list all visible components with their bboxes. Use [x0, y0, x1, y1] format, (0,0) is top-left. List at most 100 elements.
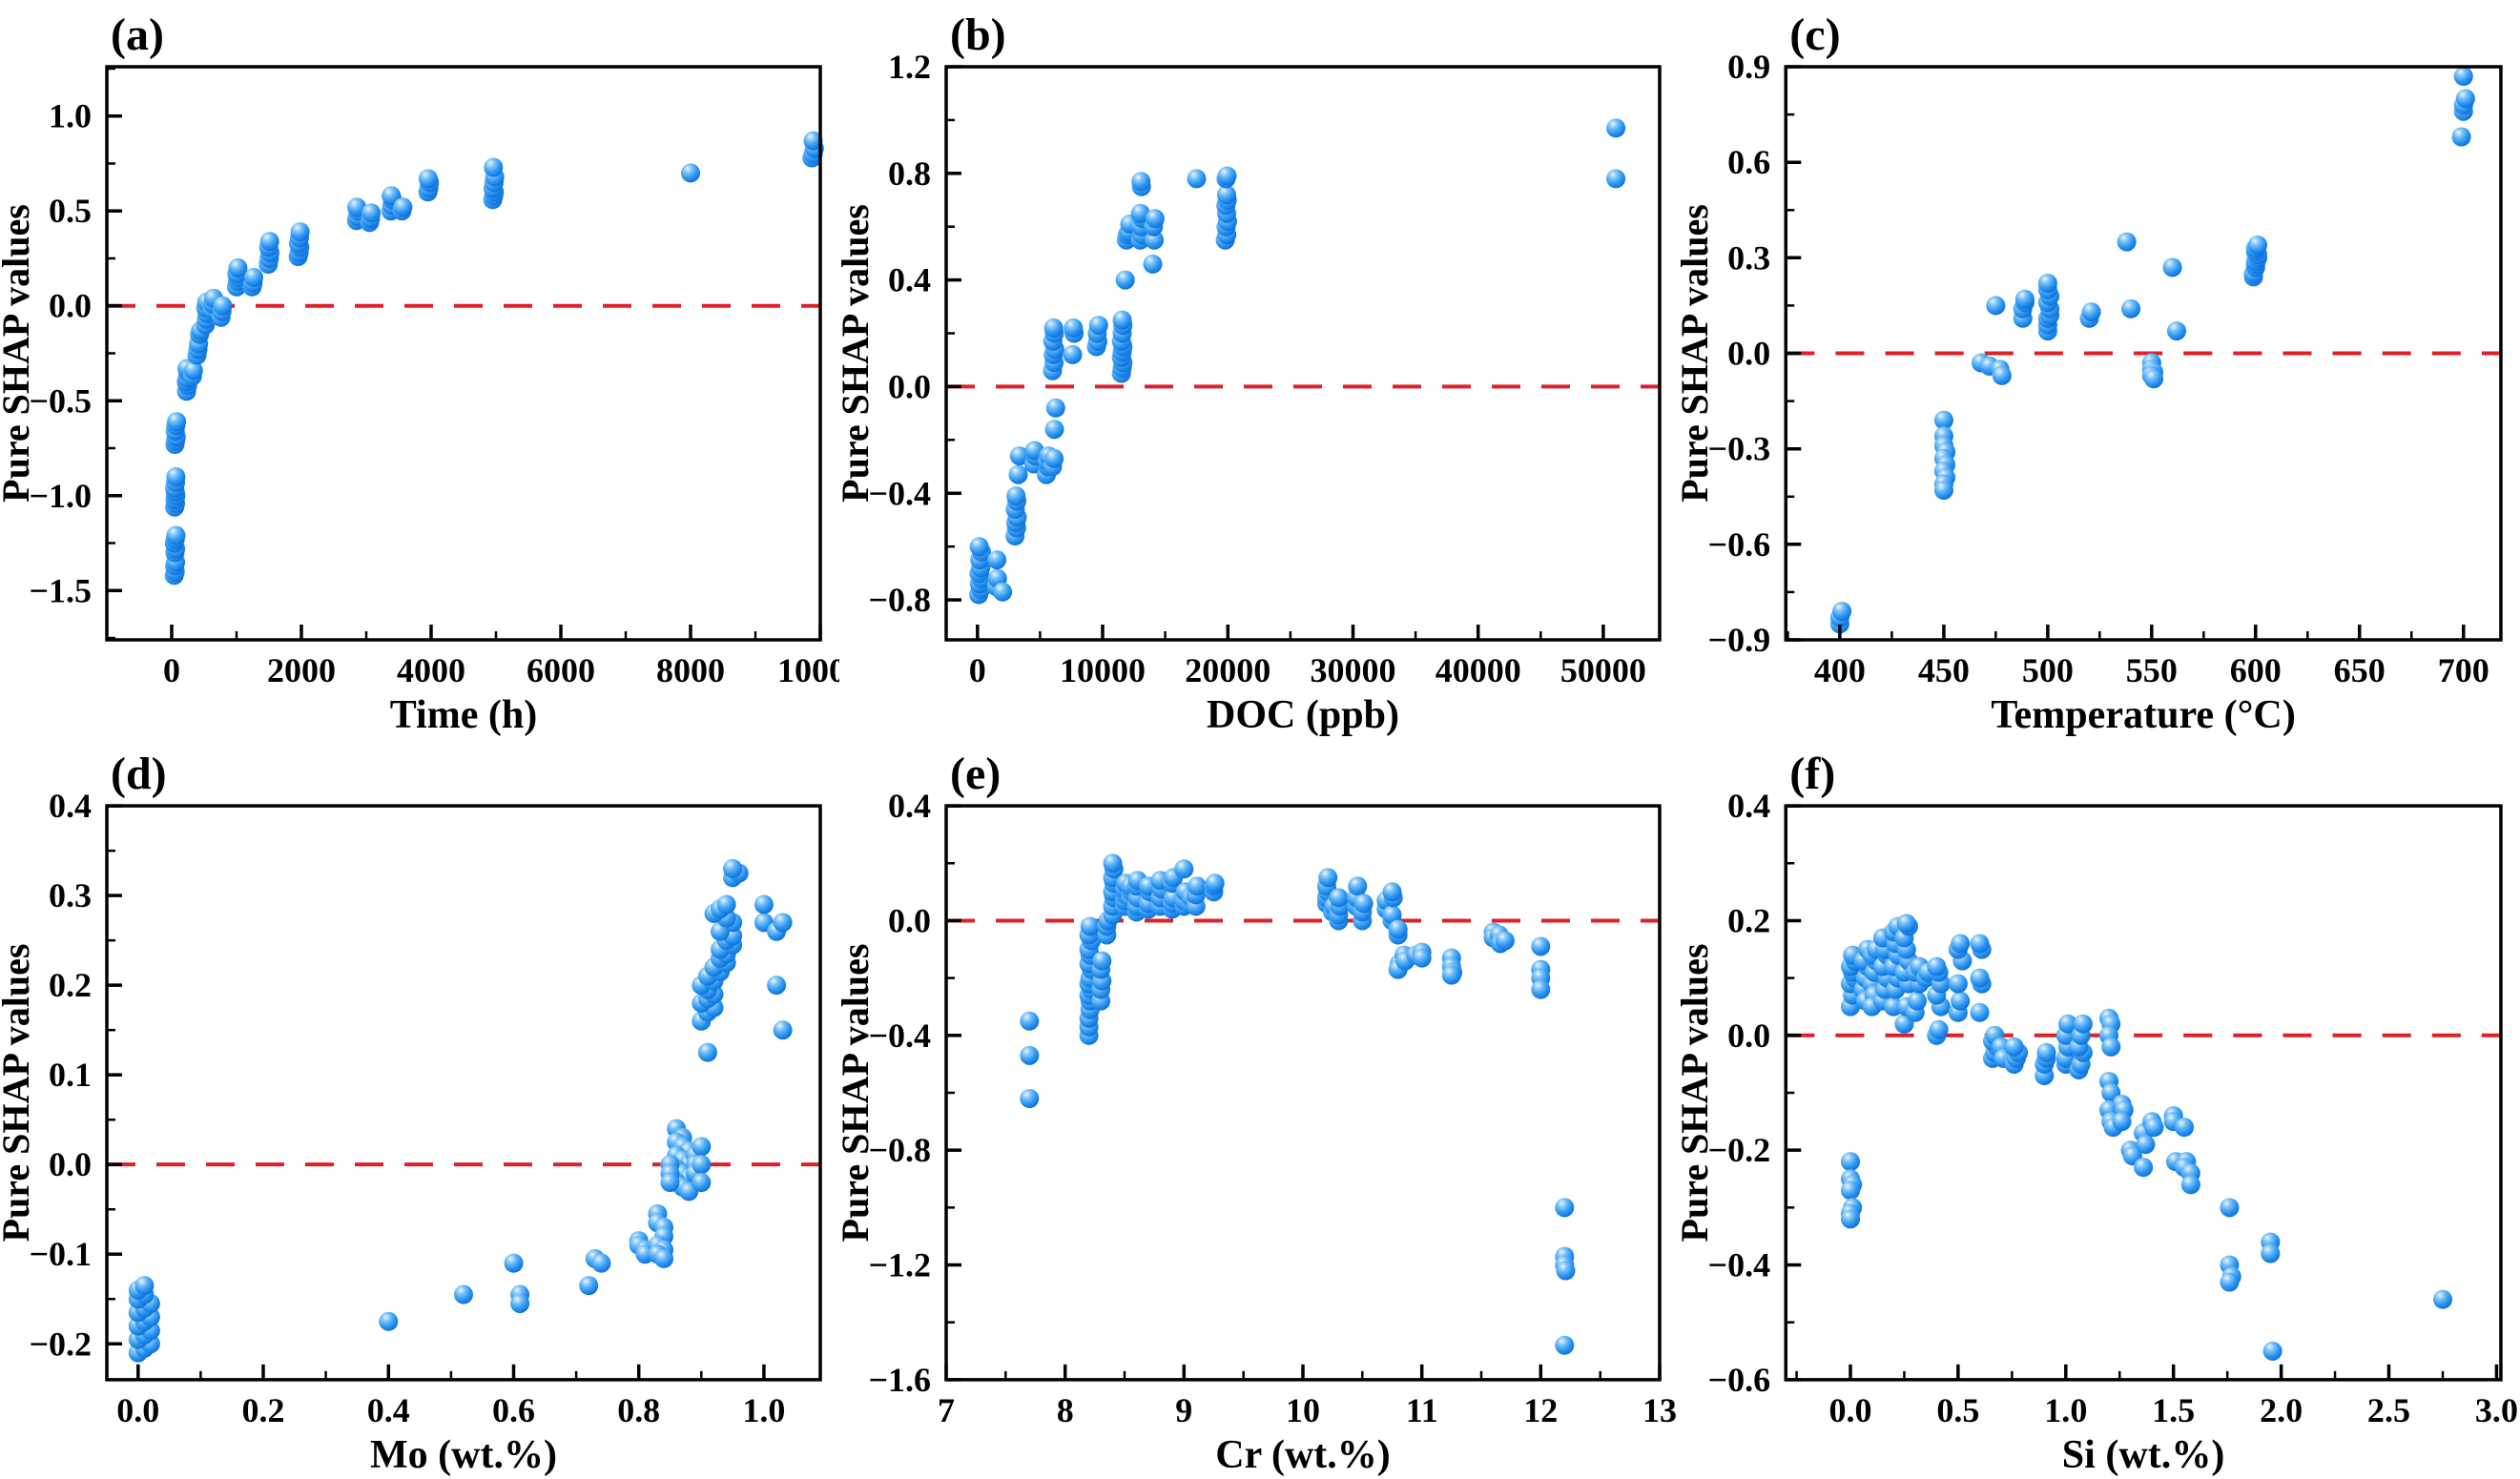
y-axis-title: Pure SHAP values	[1679, 204, 1716, 503]
tick-labels: 0.0 0.5 1.0 1.5 2.0 2.5 3.0 0.4 0.2 0.0 −0.2 −0.4 −0…	[1708, 787, 2518, 1429]
y-tick-label: −0.3	[1708, 430, 1771, 468]
y-tick-label: 0.4	[1727, 787, 1770, 825]
data-point	[382, 186, 402, 206]
y-axis-title: Pure SHAP values	[0, 944, 37, 1243]
data-point	[2136, 1135, 2156, 1155]
x-tick-label: 0.0	[116, 1391, 159, 1429]
y-tick-label: −1.0	[29, 477, 92, 515]
data-point	[361, 203, 382, 223]
y-tick-label: 0.2	[49, 966, 92, 1004]
scatter-plot-temperature: 400 450 500 550 600 650 700 0.9 0.6 0.3 0.0 −0.3 −0.…	[1679, 10, 2503, 737]
data-point	[2144, 1118, 2164, 1138]
data-point	[1318, 868, 1338, 888]
data-point	[1555, 1335, 1575, 1355]
data-point	[484, 157, 504, 177]
plot-frame	[1784, 804, 2503, 1382]
data-point	[1840, 1152, 1861, 1172]
data-points	[969, 118, 1626, 605]
data-point	[1382, 905, 1402, 925]
y-tick-label: −0.2	[29, 1325, 92, 1363]
data-point	[1044, 420, 1064, 440]
data-points	[1020, 853, 1576, 1355]
data-point	[1188, 876, 1207, 896]
data-point	[1927, 956, 1947, 976]
y-tick-label: −0.1	[29, 1235, 92, 1273]
data-point	[697, 1042, 717, 1062]
data-point	[134, 1276, 155, 1296]
y-tick-label: −0.5	[29, 381, 92, 420]
data-point	[2220, 1272, 2240, 1292]
data-point	[2014, 289, 2035, 309]
data-point	[379, 1311, 399, 1331]
data-point	[1348, 876, 1368, 896]
x-tick-label: 10000	[777, 651, 839, 689]
plot-frame	[944, 65, 1662, 642]
y-tick-label: 0.9	[1727, 48, 1770, 86]
data-point	[2037, 274, 2057, 293]
data-point	[1970, 1002, 1990, 1022]
x-tick-label: 13	[1642, 1391, 1677, 1429]
data-point	[2455, 89, 2475, 109]
tick-labels: 400 450 500 550 600 650 700 0.9 0.6 0.3 0.0 −0.3 −0.…	[1708, 48, 2489, 689]
axis-ticks	[1786, 804, 2499, 1382]
data-points	[1840, 914, 2453, 1361]
data-point	[754, 894, 774, 914]
axis-ticks	[946, 65, 1605, 640]
data-point	[1970, 934, 1990, 954]
data-point	[1009, 446, 1029, 466]
scatter-plot-si: 0.0 0.5 1.0 1.5 2.0 2.5 3.0 0.4 0.2 0.0 −0.2 −0.4 −0…	[1679, 749, 2518, 1477]
data-point	[2073, 1014, 2093, 1034]
x-axis-title: Temperature (°C)	[1991, 693, 2296, 737]
data-point	[1556, 1261, 1576, 1281]
data-points	[128, 858, 793, 1363]
data-point	[1382, 882, 1402, 902]
panel-label: (a)	[111, 10, 164, 60]
data-point	[1840, 1209, 1861, 1229]
data-point	[347, 197, 367, 217]
data-point	[2058, 1014, 2078, 1034]
data-point	[510, 1293, 530, 1313]
x-tick-label: 550	[2126, 651, 2178, 689]
data-point	[454, 1284, 473, 1304]
data-point	[993, 582, 1013, 602]
data-point	[418, 169, 438, 189]
data-point	[1088, 316, 1108, 336]
data-point	[244, 267, 263, 287]
data-point	[1103, 853, 1123, 873]
data-point	[681, 163, 700, 183]
data-point	[1907, 991, 1927, 1011]
data-point	[692, 1137, 712, 1157]
y-tick-label: 0.0	[49, 1145, 92, 1183]
x-tick-label: 650	[2334, 651, 2386, 689]
data-point	[1986, 296, 2006, 316]
data-point	[1495, 931, 1515, 951]
y-axis-title: Pure SHAP values	[0, 204, 37, 503]
data-point	[1441, 965, 1461, 985]
data-point	[969, 537, 989, 557]
y-tick-label: 0.0	[888, 901, 931, 939]
data-point	[1063, 344, 1083, 364]
x-tick-label: 0.0	[1828, 1391, 1871, 1429]
y-tick-label: −1.5	[29, 571, 92, 609]
tick-labels: 0.0 0.2 0.4 0.6 0.8 1.0 0.4 0.3 0.2 0.1 0.0 −0.1 −0.…	[29, 787, 785, 1429]
data-point	[1145, 209, 1165, 229]
x-tick-label: 11	[1406, 1391, 1438, 1429]
x-tick-label: 0.2	[241, 1391, 284, 1429]
data-point	[1929, 1019, 1949, 1039]
y-tick-label: 0.4	[888, 787, 931, 825]
scatter-plot-time: 0 2000 4000 6000 8000 10000 1.0 0.5 0.0 −0.5 −1.0 −…	[0, 10, 839, 737]
data-point	[803, 131, 823, 151]
y-tick-label: −0.6	[1708, 525, 1771, 564]
data-point	[716, 894, 736, 914]
data-point	[2134, 1158, 2154, 1178]
data-point	[2220, 1198, 2240, 1218]
panel-e-cr: 7 8 9 10 11 12 13 0.4 0.0 −0.4 −0.8 −1.2 −1.6 Cr (wt.…	[839, 739, 1679, 1479]
data-point	[773, 1020, 793, 1040]
data-point	[2166, 321, 2187, 341]
y-tick-label: 0.0	[1727, 1017, 1770, 1055]
data-point	[1329, 888, 1349, 908]
data-point	[290, 222, 310, 242]
data-point	[1174, 859, 1194, 879]
data-point	[1970, 968, 1990, 988]
x-tick-label: 0	[969, 651, 986, 689]
